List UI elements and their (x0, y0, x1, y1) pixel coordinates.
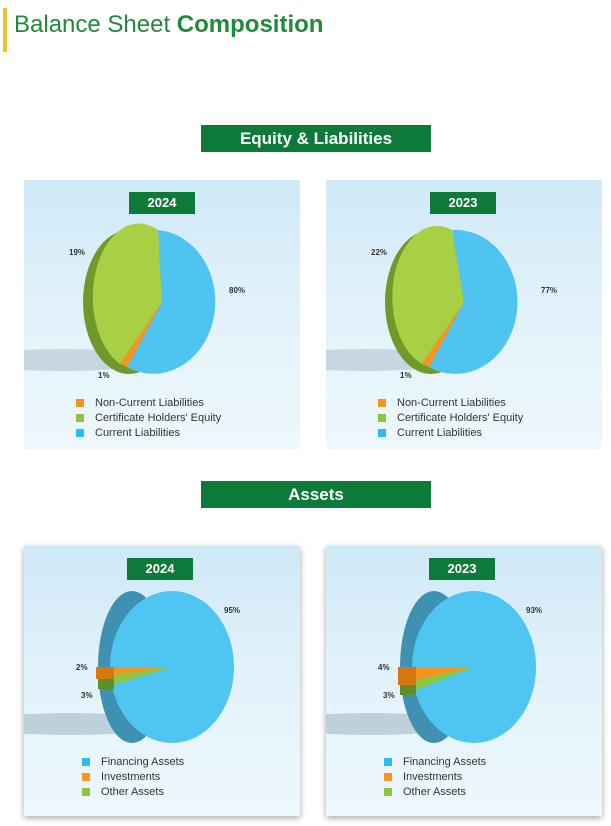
slice-label-current: 77% (541, 286, 558, 295)
pie-chart (326, 591, 536, 743)
legend-swatch-blue (76, 428, 84, 437)
legend-swatch-green (82, 787, 90, 796)
year-badge: 2024 (127, 558, 193, 580)
legend-label: Investments (403, 770, 463, 783)
slice-non-current-liabilities (120, 302, 162, 367)
legend-label: Investments (101, 770, 161, 783)
legend-item: Non-Current Liabilities (378, 395, 523, 410)
page-title: Balance Sheet Composition (14, 11, 323, 39)
slice-label-financing: 95% (224, 606, 241, 615)
legend-item: Investments (82, 769, 184, 784)
slice-label-financing: 93% (526, 606, 543, 615)
slice-current-liabilities (429, 229, 518, 374)
year-badge: 2024 (129, 192, 195, 214)
section-header-equity: Equity & Liabilities (201, 125, 431, 152)
legend-item: Investments (384, 769, 486, 784)
legend-label: Current Liabilities (95, 426, 180, 439)
slice-other-assets-side (400, 685, 416, 695)
legend-item: Current Liabilities (76, 425, 221, 440)
slice-label-investments: 4% (378, 663, 390, 672)
chart-panel-equity-2023: 2023 22% 77% 1% Non-Current Liabilities … (326, 180, 602, 449)
chart-panel-equity-2024: 2024 19% 80% 1% Non-Current Liabilities … (24, 180, 300, 449)
legend: Non-Current Liabilities Certificate Hold… (76, 395, 221, 440)
legend-item: Other Assets (82, 784, 184, 799)
slice-label-current: 80% (229, 286, 246, 295)
pie-chart (24, 223, 216, 374)
legend-label: Certificate Holders' Equity (397, 411, 524, 424)
year-badge: 2023 (430, 192, 496, 214)
legend-swatch-orange (76, 398, 84, 407)
year-badge: 2023 (429, 558, 495, 580)
legend-swatch-blue (378, 428, 386, 437)
legend: Financing Assets Investments Other Asset… (384, 754, 486, 799)
chart-panel-assets-2023: 2023 93% 4% 3% Financing Assets Investme… (326, 546, 602, 816)
slice-label-other: 3% (383, 691, 395, 700)
legend-swatch-green (384, 787, 392, 796)
page-title-light: Balance Sheet (14, 11, 171, 38)
legend-item: Certificate Holders' Equity (76, 410, 221, 425)
legend-label: Other Assets (101, 785, 164, 798)
slice-label-other: 3% (81, 691, 93, 700)
legend-item: Other Assets (384, 784, 486, 799)
legend-label: Financing Assets (101, 755, 185, 768)
legend-swatch-blue (384, 757, 392, 766)
legend-label: Financing Assets (403, 755, 487, 768)
legend: Non-Current Liabilities Certificate Hold… (378, 395, 523, 440)
legend-label: Non-Current Liabilities (397, 396, 506, 409)
legend-swatch-green (378, 413, 386, 422)
slice-other-assets-side (98, 679, 114, 689)
slice-other-assets (98, 667, 172, 689)
slice-other-assets (400, 667, 474, 695)
legend-item: Certificate Holders' Equity (378, 410, 523, 425)
slice-label-equity: 19% (69, 248, 86, 257)
legend-swatch-orange (384, 772, 392, 781)
title-accent-bar (3, 8, 7, 52)
legend: Financing Assets Investments Other Asset… (82, 754, 184, 799)
slice-certificate-holders-equity (392, 225, 464, 364)
slice-investments-side (96, 667, 114, 679)
legend-swatch-blue (82, 757, 90, 766)
pie-chart (24, 591, 234, 743)
slice-investments-side (398, 667, 416, 685)
pie-chart (326, 225, 518, 374)
legend-swatch-green (76, 413, 84, 422)
legend-item: Current Liabilities (378, 425, 523, 440)
legend-swatch-orange (378, 398, 386, 407)
slice-label-non-current: 1% (98, 371, 110, 380)
slice-current-liabilities (127, 230, 216, 374)
legend-label: Certificate Holders' Equity (95, 411, 222, 424)
legend-label: Other Assets (403, 785, 466, 798)
slice-label-equity: 22% (371, 248, 388, 257)
legend-swatch-orange (82, 772, 90, 781)
legend-item: Financing Assets (384, 754, 486, 769)
slice-certificate-holders-equity (92, 223, 162, 364)
legend-item: Financing Assets (82, 754, 184, 769)
chart-panel-assets-2024: 2024 95% 2% 3% Financing Assets Investme… (24, 546, 300, 816)
legend-label: Non-Current Liabilities (95, 396, 204, 409)
slice-non-current-liabilities (422, 302, 464, 367)
slice-label-investments: 2% (76, 663, 88, 672)
page-title-bold: Composition (176, 11, 324, 38)
slice-label-non-current: 1% (400, 371, 412, 380)
section-header-assets: Assets (201, 481, 431, 508)
legend-label: Current Liabilities (397, 426, 482, 439)
legend-item: Non-Current Liabilities (76, 395, 221, 410)
